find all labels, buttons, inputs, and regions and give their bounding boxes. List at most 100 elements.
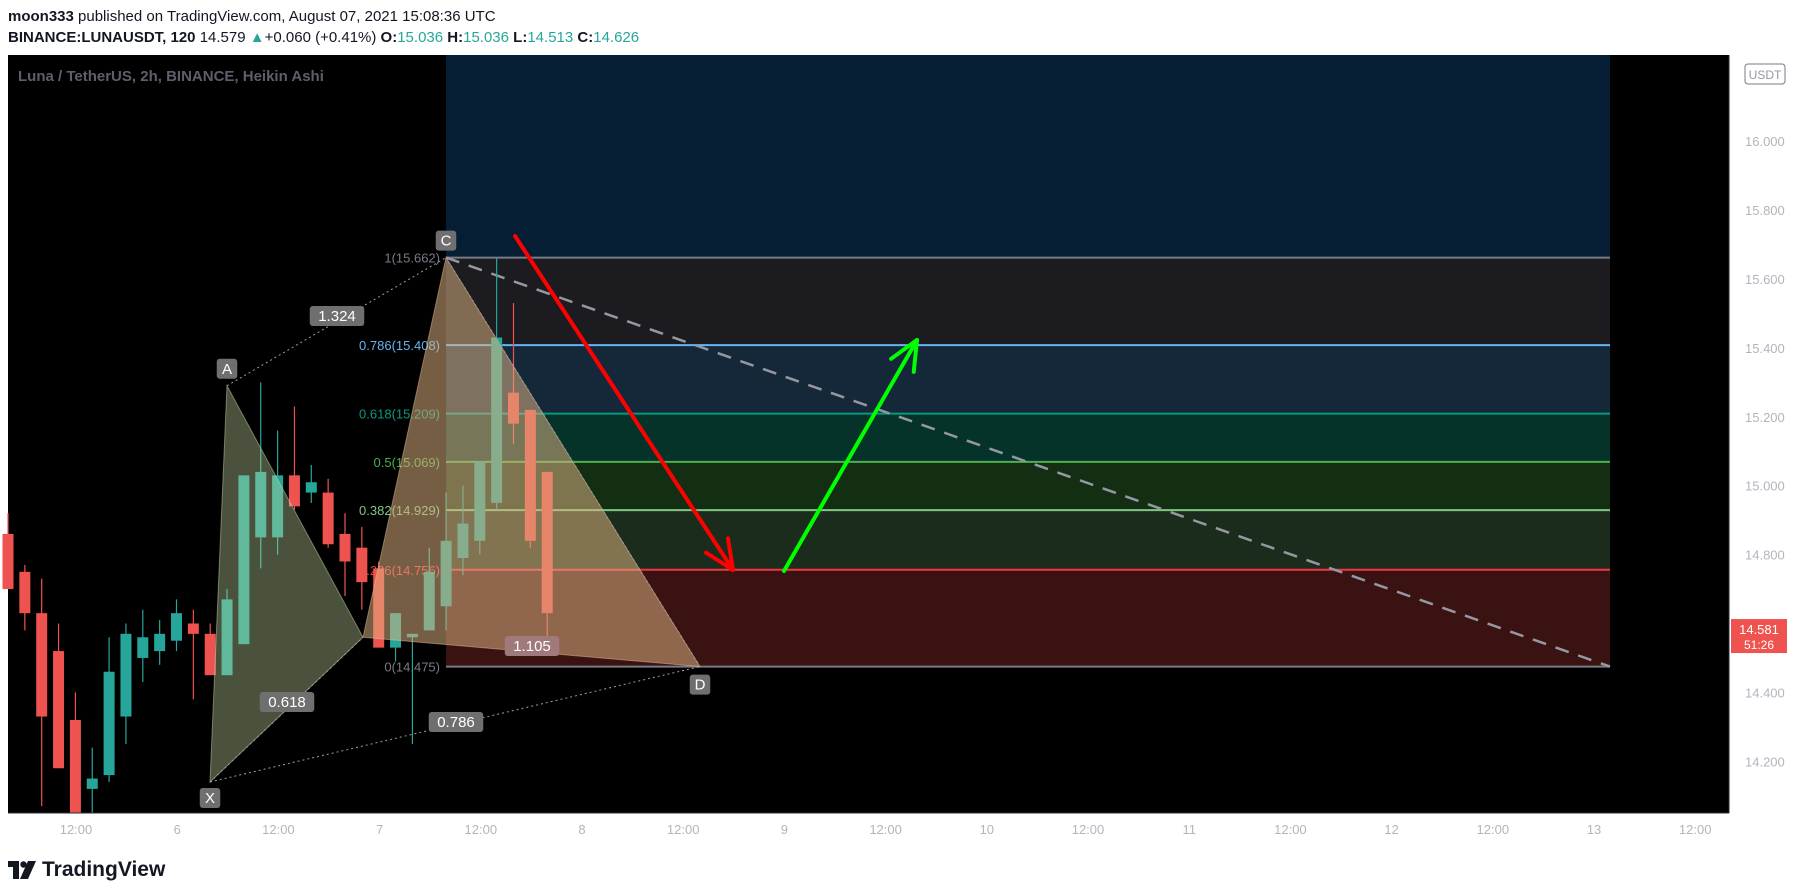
up-triangle-icon: ▲ bbox=[249, 29, 265, 46]
candle-body bbox=[86, 778, 98, 789]
price-change: +0.060 (+0.41%) bbox=[264, 29, 377, 46]
publish-text: published on TradingView.com, August 07,… bbox=[73, 8, 496, 25]
brand-name: TradingView bbox=[42, 858, 166, 881]
pattern-ratio-badge[interactable]: 1.105 bbox=[504, 636, 560, 656]
pattern-ratio-badge-box bbox=[428, 712, 484, 732]
candle bbox=[322, 478, 334, 548]
pattern-point-a-box bbox=[216, 358, 238, 379]
fib-level-label: 0.786(15.408) bbox=[359, 338, 440, 353]
price-axis[interactable]: 16.000 15.800 15.600 15.400 15.200 15.000 14.8… bbox=[1728, 55, 1787, 813]
pattern-ratio-badge-box bbox=[309, 306, 365, 326]
time-tick-label: 11 bbox=[1182, 822, 1196, 837]
candle-body bbox=[36, 613, 48, 717]
down-arrow-head bbox=[725, 536, 735, 572]
pattern-ratio-badge[interactable]: 1.324 bbox=[309, 306, 365, 326]
current-price-box bbox=[1731, 619, 1787, 654]
time-tick-label: 8 bbox=[578, 822, 585, 837]
candle bbox=[288, 406, 300, 510]
pattern-ratio-badge-box bbox=[504, 636, 560, 656]
candle-body bbox=[238, 475, 250, 645]
open-label: O: bbox=[380, 29, 398, 46]
price-tick-label: 15.200 bbox=[1745, 410, 1785, 425]
dashed-trend-line[interactable] bbox=[445, 256, 1611, 668]
time-tick-label: 13 bbox=[1587, 822, 1601, 837]
candle bbox=[204, 623, 216, 676]
candle-body bbox=[288, 475, 300, 507]
candle-body bbox=[356, 547, 368, 583]
pattern-point-x-box bbox=[199, 787, 221, 808]
price-tick-label: 14.800 bbox=[1745, 548, 1785, 563]
current-price-value: 14.581 bbox=[1739, 622, 1779, 637]
harmonic-pattern[interactable]: X A C D 0.618 1.324 0.786 1.105 bbox=[199, 230, 711, 808]
candle bbox=[154, 620, 166, 665]
pattern-ratio-badge-text: 0.786 bbox=[437, 714, 475, 731]
pattern-ratio-badge[interactable]: 0.786 bbox=[428, 712, 484, 732]
publish-info: moon333 published on TradingView.com, Au… bbox=[8, 6, 639, 27]
time-tick-label: 7 bbox=[376, 822, 383, 837]
candle bbox=[339, 513, 351, 596]
candle bbox=[36, 578, 48, 807]
pattern-ratio-badge[interactable]: 0.618 bbox=[259, 692, 315, 712]
arrows[interactable] bbox=[513, 234, 919, 573]
chart-canvas[interactable]: 1(15.662)0.786(15.408)0.618(15.209)0.5(1… bbox=[0, 0, 1805, 850]
candle bbox=[255, 382, 267, 569]
pattern-point-x-text: X bbox=[205, 790, 215, 807]
candle bbox=[238, 475, 250, 645]
fib-extension-zone bbox=[446, 55, 1610, 258]
candle-body bbox=[187, 623, 199, 634]
time-tick-label: 12:00 bbox=[667, 822, 700, 837]
time-tick-label: 12 bbox=[1384, 822, 1398, 837]
candle bbox=[305, 465, 317, 503]
down-arrow-shaft bbox=[513, 234, 735, 572]
up-arrow[interactable] bbox=[782, 338, 919, 573]
candle-body bbox=[103, 671, 115, 776]
candle bbox=[171, 599, 182, 652]
candle-body bbox=[137, 637, 149, 658]
pattern-ratio-badge-text: 1.105 bbox=[513, 638, 551, 655]
candle-body bbox=[221, 599, 233, 676]
candle bbox=[120, 623, 132, 745]
price-tick-label: 15.800 bbox=[1745, 203, 1785, 218]
price-tick-label: 15.000 bbox=[1745, 479, 1785, 494]
close-value: 14.626 bbox=[593, 29, 640, 46]
pattern-point-x[interactable]: X bbox=[199, 787, 221, 808]
time-tick-label: 12:00 bbox=[1072, 822, 1105, 837]
high-label: H: bbox=[447, 29, 464, 46]
candle-body bbox=[171, 613, 182, 641]
currency-badge: USDT bbox=[1744, 63, 1786, 85]
time-axis[interactable]: 12:00 6 12:00 7 12:00 8 12:00 9 12:00 10 12:00 11 12… bbox=[8, 812, 1729, 837]
fib-zone bbox=[446, 510, 1610, 570]
pattern-ratio-line bbox=[445, 257, 701, 667]
down-arrow[interactable] bbox=[513, 234, 735, 572]
ohlc-legend: BINANCE:LUNAUSDT, 120 14.579 ▲+0.060 (+0… bbox=[8, 27, 639, 48]
low-value: 14.513 bbox=[527, 29, 574, 46]
candle-body bbox=[19, 571, 31, 614]
fib-zone bbox=[446, 413, 1610, 462]
pattern-ratio-badge-box bbox=[259, 692, 315, 712]
pattern-point-d[interactable]: D bbox=[689, 674, 711, 695]
candle-body bbox=[272, 475, 284, 538]
fib-level-label: 1(15.662) bbox=[384, 251, 440, 266]
pattern-point-c[interactable]: C bbox=[435, 230, 457, 251]
time-tick-label: 9 bbox=[781, 822, 788, 837]
author-name[interactable]: moon333 bbox=[8, 8, 74, 25]
candle-body bbox=[53, 651, 65, 769]
trend-line[interactable] bbox=[445, 256, 1611, 668]
price-tick-label: 15.600 bbox=[1745, 272, 1785, 287]
candle bbox=[103, 637, 115, 782]
chart-title: Luna / TetherUS, 2h, BINANCE, Heikin Ash… bbox=[18, 68, 324, 85]
time-tick-label: 12:00 bbox=[465, 822, 498, 837]
time-tick-label: 6 bbox=[174, 822, 181, 837]
footer: TradingView bbox=[8, 858, 165, 882]
up-arrow-head bbox=[911, 338, 919, 374]
candle-body bbox=[154, 633, 166, 652]
candle bbox=[272, 430, 284, 555]
low-label: L: bbox=[513, 29, 528, 46]
pattern-point-a-text: A bbox=[222, 361, 232, 378]
tradingview-logo-icon bbox=[8, 861, 36, 879]
time-tick-label: 12:00 bbox=[1274, 822, 1307, 837]
pattern-point-c-text: C bbox=[441, 233, 452, 250]
time-tick-label: 12:00 bbox=[1477, 822, 1510, 837]
pattern-point-a[interactable]: A bbox=[216, 358, 238, 379]
